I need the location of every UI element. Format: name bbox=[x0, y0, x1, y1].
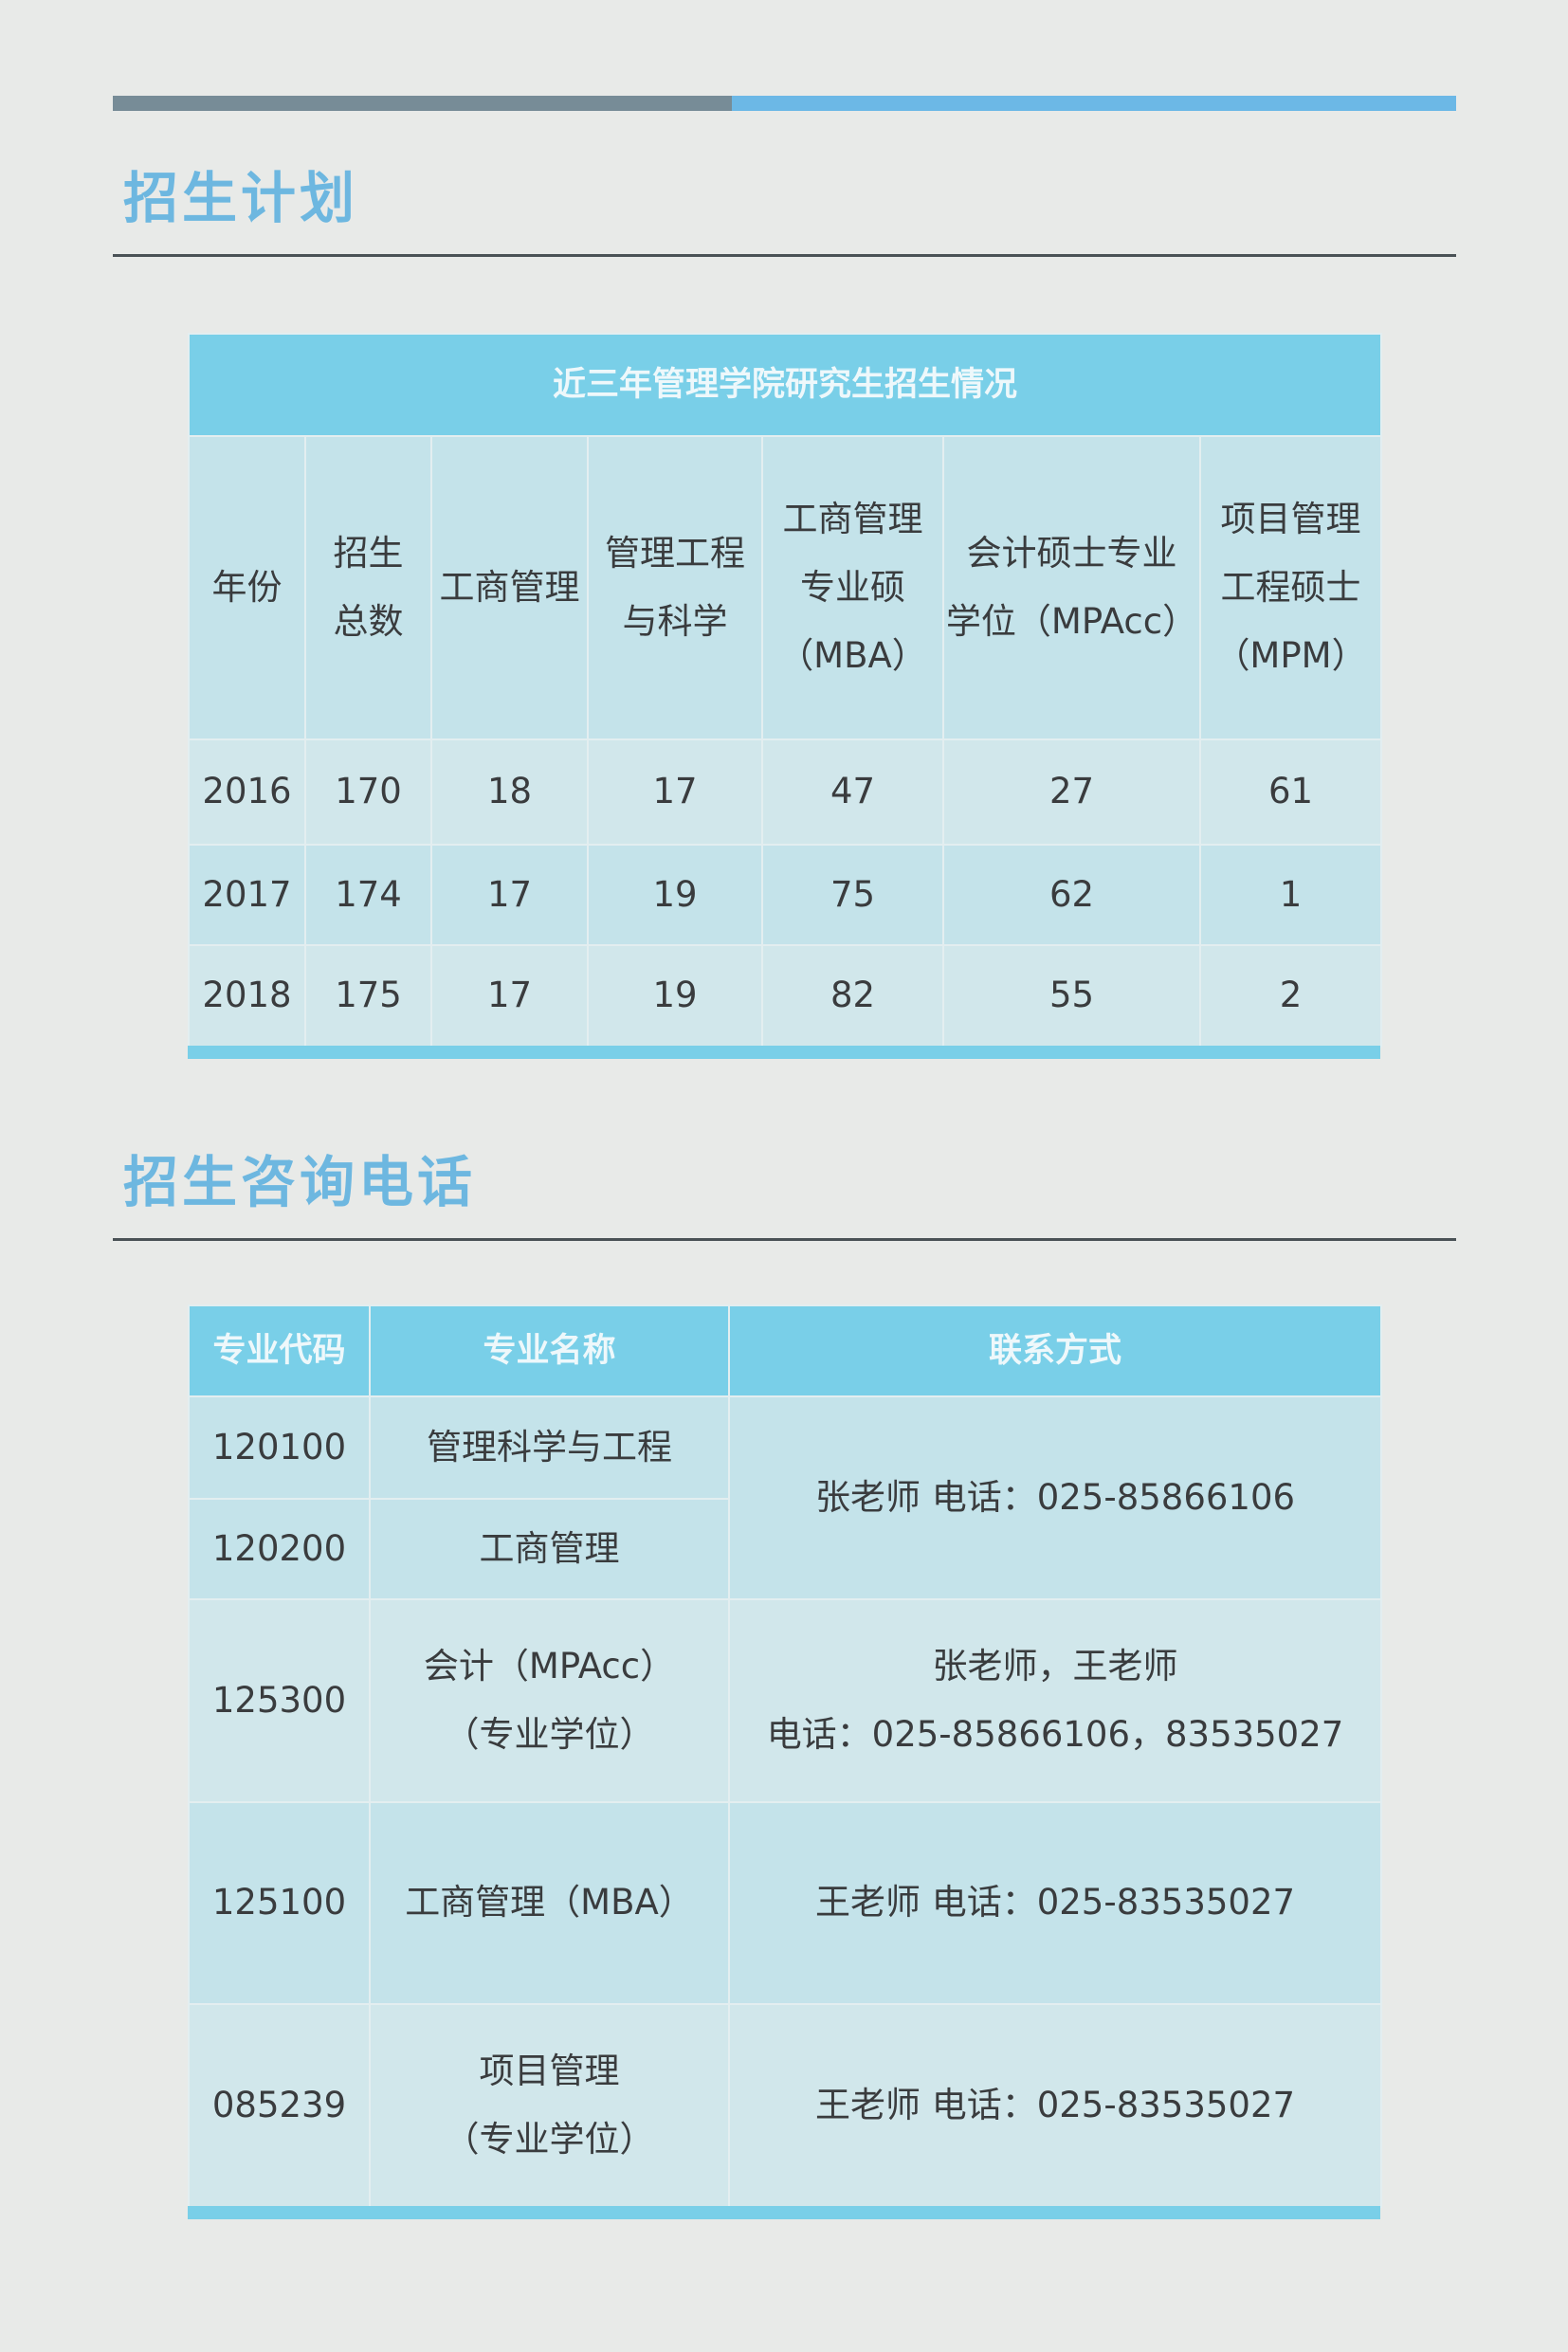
table-cell: 19 bbox=[587, 844, 763, 946]
table-cell: 75 bbox=[761, 844, 944, 946]
column-header: 年份 bbox=[188, 435, 306, 740]
cell-line: 王老师 电话：025-83535027 bbox=[814, 2084, 1296, 2125]
contact-info: 王老师 电话：025-83535027 bbox=[728, 1801, 1382, 2005]
column-header: 管理工程 与科学 bbox=[587, 435, 763, 740]
major-code: 120100 bbox=[188, 1395, 371, 1500]
major-name: 管理科学与工程 bbox=[369, 1395, 730, 1500]
column-header: 会计硕士专业 学位（MPAcc） bbox=[942, 435, 1201, 740]
table-cell: 1 bbox=[1198, 844, 1383, 946]
cell-line: 工商管理 bbox=[439, 566, 580, 608]
header-contact: 联系方式 bbox=[728, 1304, 1382, 1397]
cell-line: 管理科学与工程 bbox=[427, 1426, 672, 1468]
contact-info: 张老师，王老师电话：025-85866106，83535027 bbox=[728, 1598, 1382, 1803]
table-row: 125300 会计（MPAcc） （专业学位） 张老师，王老师电话：025-85866… bbox=[188, 1598, 1382, 1803]
table-cell: 62 bbox=[942, 844, 1201, 946]
table-cell: 19 bbox=[587, 944, 763, 1048]
cell-line: 工商管理（MBA） bbox=[405, 1882, 694, 1924]
section-divider bbox=[113, 254, 1456, 257]
top-decorative-bar bbox=[113, 96, 1456, 111]
table-cell: 2017 bbox=[188, 844, 306, 946]
cell-line: 与科学 bbox=[622, 601, 728, 642]
major-name: 工商管理（MBA） bbox=[369, 1801, 730, 2005]
table-row: 120100 管理科学与工程张老师 电话：025-85866106 bbox=[188, 1395, 1382, 1600]
cell-line: 工商管理 bbox=[479, 1527, 620, 1569]
table-cell: 174 bbox=[304, 844, 432, 946]
table-cell: 170 bbox=[304, 738, 432, 846]
table-row: 2018 175 17 19 82 55 2 bbox=[188, 944, 1383, 1048]
table-row: 2017 174 17 19 75 62 1 bbox=[188, 844, 1383, 946]
contact-info: 王老师 电话：025-83535027 bbox=[728, 2003, 1382, 2208]
major-name: 会计（MPAcc） （专业学位） bbox=[369, 1598, 730, 1803]
cell-line: 学位（MPAcc） bbox=[945, 601, 1198, 642]
major-code: 125100 bbox=[188, 1801, 371, 2005]
enrollment-table: 近三年管理学院研究生招生情况 年份 招生 总数 工商管理 管理工程 与科学 工商管理 专业硕（… bbox=[187, 333, 1383, 1048]
table-row: 125100 工商管理（MBA） 王老师 电话：025-83535027 bbox=[188, 1801, 1382, 2005]
cell-line: 项目管理 bbox=[1220, 498, 1361, 539]
cell-line: 王老师 电话：025-83535027 bbox=[814, 1882, 1296, 1924]
table-bottom-bar bbox=[188, 1046, 1380, 1059]
cell-line: 会计硕士专业 bbox=[966, 532, 1177, 574]
cell-line: 张老师 电话：025-85866106 bbox=[814, 1476, 1296, 1518]
table-cell: 17 bbox=[430, 844, 589, 946]
table-cell: 2016 bbox=[188, 738, 306, 846]
table-header-row: 年份 招生 总数 工商管理 管理工程 与科学 工商管理 专业硕 （MBA） 会计硕士专业 学位（MP… bbox=[188, 435, 1383, 740]
cell-line: 总数 bbox=[333, 601, 404, 642]
column-header: 招生 总数 bbox=[304, 435, 432, 740]
table-cell: 2 bbox=[1198, 944, 1383, 1048]
table-cell: 55 bbox=[942, 944, 1201, 1048]
cell-line: 管理工程 bbox=[605, 532, 745, 574]
cell-line: 专业硕 bbox=[800, 566, 905, 608]
major-code: 120200 bbox=[188, 1498, 371, 1600]
major-code: 125300 bbox=[188, 1598, 371, 1803]
major-code: 085239 bbox=[188, 2003, 371, 2208]
cell-line: （MBA） bbox=[778, 635, 927, 677]
table-cell: 61 bbox=[1198, 738, 1383, 846]
table-cell: 17 bbox=[587, 738, 763, 846]
table-cell: 18 bbox=[430, 738, 589, 846]
cell-line: 张老师，王老师 bbox=[932, 1645, 1178, 1687]
section-title-enrollment-plan: 招生计划 bbox=[123, 166, 359, 230]
cell-line: 年份 bbox=[211, 566, 283, 608]
header-name: 专业名称 bbox=[369, 1304, 730, 1397]
table-cell: 27 bbox=[942, 738, 1201, 846]
table-cell: 47 bbox=[761, 738, 944, 846]
cell-line: （MPM） bbox=[1214, 635, 1367, 677]
column-header: 工商管理专业硕 （MBA） bbox=[761, 435, 944, 740]
column-header: 工商管理 bbox=[430, 435, 589, 740]
cell-line: 招生 bbox=[333, 532, 404, 574]
table-cell: 175 bbox=[304, 944, 432, 1048]
table-bottom-bar bbox=[188, 2206, 1380, 2219]
major-name: 项目管理 （专业学位） bbox=[369, 2003, 730, 2208]
major-name: 工商管理 bbox=[369, 1498, 730, 1600]
table-cell: 82 bbox=[761, 944, 944, 1048]
section-title-contact-phone: 招生咨询电话 bbox=[123, 1150, 477, 1214]
cell-line: （专业学位） bbox=[444, 2119, 655, 2160]
contact-table: 专业代码 专业名称 联系方式 120100 管理科学与工程张老师 电话：025-8… bbox=[188, 1304, 1382, 2208]
column-header: 项目管理工程硕士 （MPM） bbox=[1198, 435, 1383, 740]
cell-line: 项目管理 bbox=[479, 2050, 620, 2091]
table-row: 085239 项目管理 （专业学位） 王老师 电话：025-83535027 bbox=[188, 2003, 1382, 2208]
cell-line: 工商管理 bbox=[782, 498, 923, 539]
table-title: 近三年管理学院研究生招生情况 bbox=[187, 333, 1383, 437]
cell-line: 会计（MPAcc） bbox=[423, 1645, 676, 1687]
cell-line: 电话：025-85866106，83535027 bbox=[766, 1714, 1344, 1755]
section-divider bbox=[113, 1238, 1456, 1241]
table-row: 2016 170 18 17 47 27 61 bbox=[188, 738, 1383, 846]
table-cell: 17 bbox=[430, 944, 589, 1048]
table-cell: 2018 bbox=[188, 944, 306, 1048]
cell-line: （专业学位） bbox=[444, 1714, 655, 1755]
cell-line: 工程硕士 bbox=[1220, 566, 1361, 608]
header-code: 专业代码 bbox=[188, 1304, 371, 1397]
contact-info: 张老师 电话：025-85866106 bbox=[728, 1395, 1382, 1600]
